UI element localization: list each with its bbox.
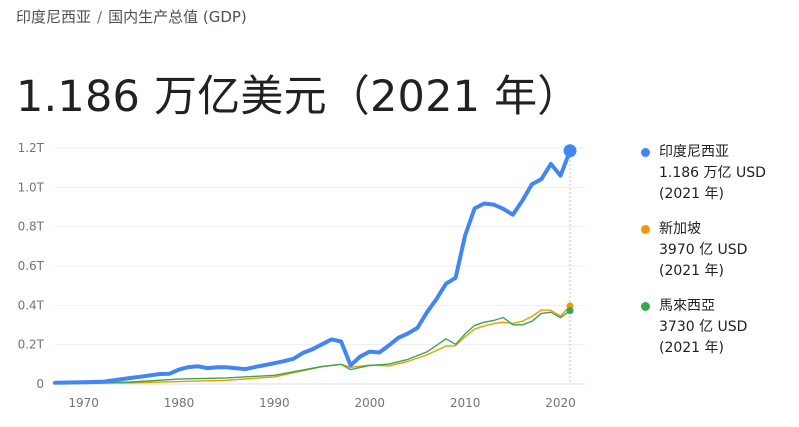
x-tick-label: 1990 — [259, 396, 290, 410]
breadcrumb: 印度尼西亚 / 国内生产总值 (GDP) — [16, 6, 247, 27]
legend-series-name: 馬來西亞 — [659, 298, 715, 314]
y-tick-label: 0.4T — [18, 298, 45, 312]
legend-dot-icon — [641, 302, 650, 311]
legend-item[interactable]: 馬來西亞 3730 亿 USD (2021 年) — [640, 296, 795, 359]
legend-series-period: (2021 年) — [659, 340, 725, 356]
series-end-marker — [563, 144, 577, 158]
headline-value: 1.186 万亿美元（2021 年） — [16, 62, 580, 124]
end-markers — [563, 144, 577, 315]
y-tick-label: 0.6T — [18, 259, 45, 273]
series-line — [53, 148, 572, 385]
legend-item[interactable]: 印度尼西亚 1.186 万亿 USD (2021 年) — [640, 142, 795, 205]
y-tick-label: 0.8T — [18, 220, 45, 234]
x-tick-label: 2000 — [354, 396, 385, 410]
x-tick-label: 2010 — [450, 396, 481, 410]
legend: 印度尼西亚 1.186 万亿 USD (2021 年) 新加坡 3970 亿 USD (2… — [640, 142, 795, 373]
y-tick-label: 1.2T — [18, 141, 45, 155]
legend-series-value: 1.186 万亿 USD — [659, 165, 766, 181]
legend-series-name: 印度尼西亚 — [659, 144, 729, 160]
x-axis-labels: 1970 1980 1990 2000 2010 2020 — [68, 396, 575, 410]
series-end-marker — [566, 307, 574, 315]
y-tick-label: 1.0T — [18, 180, 45, 194]
y-axis-labels: 0 0.2T 0.4T 0.6T 0.8T 1.0T 1.2T — [18, 141, 45, 391]
legend-series-value: 3970 亿 USD — [659, 242, 748, 258]
breadcrumb-current: 国内生产总值 (GDP) — [108, 8, 247, 26]
x-tick-label: 1980 — [164, 396, 195, 410]
legend-series-value: 3730 亿 USD — [659, 319, 748, 335]
y-tick-label: 0.2T — [18, 338, 45, 352]
series-line — [54, 309, 571, 385]
legend-series-period: (2021 年) — [659, 263, 725, 279]
legend-dot-icon — [641, 225, 650, 234]
legend-item[interactable]: 新加坡 3970 亿 USD (2021 年) — [640, 219, 795, 282]
series-lines — [53, 148, 572, 385]
legend-series-name: 新加坡 — [659, 221, 701, 237]
breadcrumb-separator: / — [97, 7, 103, 26]
breadcrumb-parent-link[interactable]: 印度尼西亚 — [16, 8, 92, 26]
series-line — [54, 305, 571, 385]
legend-series-period: (2021 年) — [659, 186, 725, 202]
x-tick-label: 2020 — [545, 396, 576, 410]
grid-lines — [55, 144, 585, 385]
legend-dot-icon — [641, 148, 650, 157]
x-tick-label: 1970 — [68, 396, 99, 410]
headline-period: （2021 年） — [326, 72, 581, 122]
headline-amount: 1.186 万亿美元 — [16, 72, 327, 122]
y-tick-label: 0 — [36, 377, 44, 391]
